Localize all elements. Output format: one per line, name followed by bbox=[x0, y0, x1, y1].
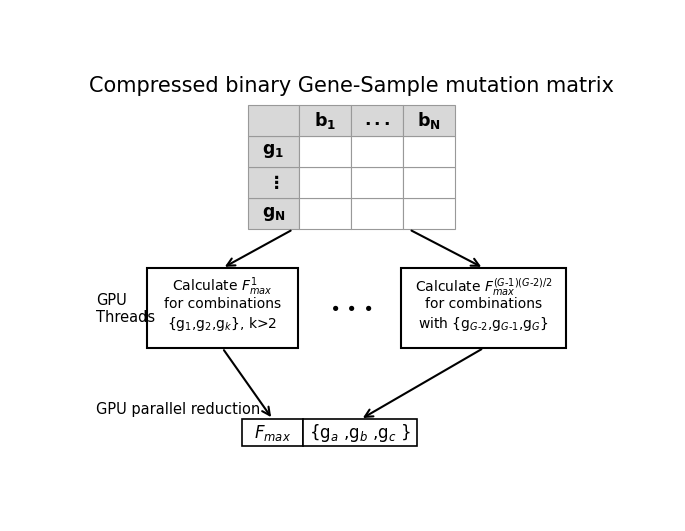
Text: $\bullet$ $\bullet$ $\bullet$: $\bullet$ $\bullet$ $\bullet$ bbox=[329, 300, 373, 318]
Bar bbox=[247, 167, 299, 198]
Bar bbox=[299, 198, 351, 229]
Text: Calculate $F^{1}_{max}$: Calculate $F^{1}_{max}$ bbox=[172, 276, 273, 298]
Text: {g$_a$ ,g$_b$ ,g$_c$ }: {g$_a$ ,g$_b$ ,g$_c$ } bbox=[310, 422, 412, 444]
Bar bbox=[401, 268, 566, 348]
Text: Compressed binary Gene-Sample mutation matrix: Compressed binary Gene-Sample mutation m… bbox=[88, 76, 614, 96]
Bar bbox=[247, 136, 299, 167]
Bar bbox=[303, 419, 417, 446]
Text: $\mathbf{\vdots}$: $\mathbf{\vdots}$ bbox=[267, 174, 279, 192]
Text: $\mathbf{g_1}$: $\mathbf{g_1}$ bbox=[262, 142, 284, 160]
Text: Calculate $F^{(G\text{-}1)(G\text{-}2)/2}_{max}$: Calculate $F^{(G\text{-}1)(G\text{-}2)/2… bbox=[415, 276, 553, 298]
Text: $\mathit{F}_{max}$: $\mathit{F}_{max}$ bbox=[254, 423, 291, 443]
Bar bbox=[247, 105, 299, 136]
Bar bbox=[351, 198, 403, 229]
Bar bbox=[403, 105, 455, 136]
Bar bbox=[351, 167, 403, 198]
Bar bbox=[242, 419, 303, 446]
Bar bbox=[147, 268, 298, 348]
Bar bbox=[247, 198, 299, 229]
Bar bbox=[403, 198, 455, 229]
Text: GPU parallel reduction: GPU parallel reduction bbox=[96, 402, 260, 417]
Text: $\mathbf{...}$: $\mathbf{...}$ bbox=[364, 111, 390, 129]
Bar bbox=[299, 167, 351, 198]
Text: for combinations: for combinations bbox=[164, 297, 281, 311]
Text: for combinations: for combinations bbox=[425, 297, 543, 311]
Bar bbox=[351, 136, 403, 167]
Bar bbox=[299, 136, 351, 167]
Bar bbox=[351, 105, 403, 136]
Text: with {g$_{G\text{-}2}$,g$_{G\text{-}1}$,g$_G$}: with {g$_{G\text{-}2}$,g$_{G\text{-}1}$,… bbox=[419, 314, 549, 332]
Text: $\mathbf{b_1}$: $\mathbf{b_1}$ bbox=[314, 110, 336, 131]
Text: {g$_1$,g$_2$,g$_k$}, k>2: {g$_1$,g$_2$,g$_k$}, k>2 bbox=[167, 314, 277, 332]
Bar bbox=[403, 136, 455, 167]
Text: $\mathbf{b_N}$: $\mathbf{b_N}$ bbox=[417, 110, 440, 131]
Text: $\mathbf{g_N}$: $\mathbf{g_N}$ bbox=[262, 205, 285, 222]
Text: GPU
Threads: GPU Threads bbox=[96, 293, 155, 326]
Bar bbox=[299, 105, 351, 136]
Bar bbox=[403, 167, 455, 198]
